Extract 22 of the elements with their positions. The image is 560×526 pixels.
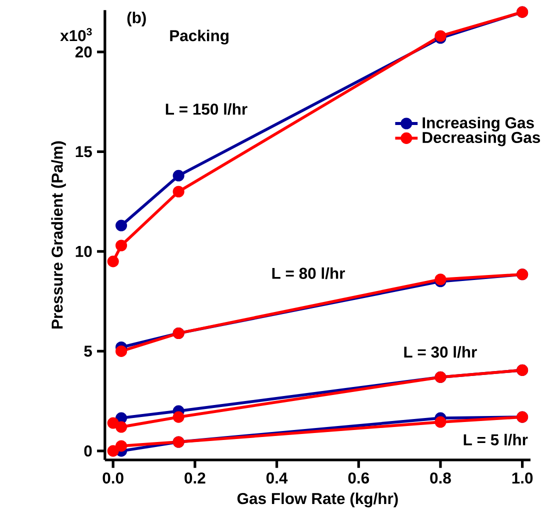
x-tick-label: 0.0: [102, 472, 124, 484]
x-tick-label: 0.4: [266, 472, 288, 484]
legend-label: Increasing Gas: [422, 116, 534, 132]
text: x10$^{3}$: [60, 28, 92, 42]
y-axis-title: Pressure Gradient (Pa/m): [51, 141, 66, 328]
y-tick-label: 20: [75, 46, 92, 58]
annotation: L = 150 l/hr: [166, 103, 248, 115]
x-tick-label: 1.0: [512, 472, 533, 484]
x-tick-label: 0.2: [184, 472, 206, 484]
y-tick-label: 0: [84, 445, 92, 457]
annotation: (b): [127, 12, 146, 26]
x-axis-title: Gas Flow Rate (kg/hr): [237, 492, 398, 508]
annotation: Packing: [170, 30, 228, 44]
annotation: L = 30 l/hr: [404, 346, 477, 358]
y-tick-label: 15: [76, 146, 92, 158]
x-tick-label: 0.6: [348, 472, 370, 484]
y-tick-label: 5: [84, 346, 92, 357]
x-tick-label: 0.8: [430, 472, 451, 484]
legend-label: Decreasing Gas: [422, 132, 540, 146]
y-tick-label: 10: [76, 246, 92, 258]
annotation: L = 80 l/hr: [272, 267, 345, 280]
annotation: L = 5 l/hr: [464, 434, 528, 446]
